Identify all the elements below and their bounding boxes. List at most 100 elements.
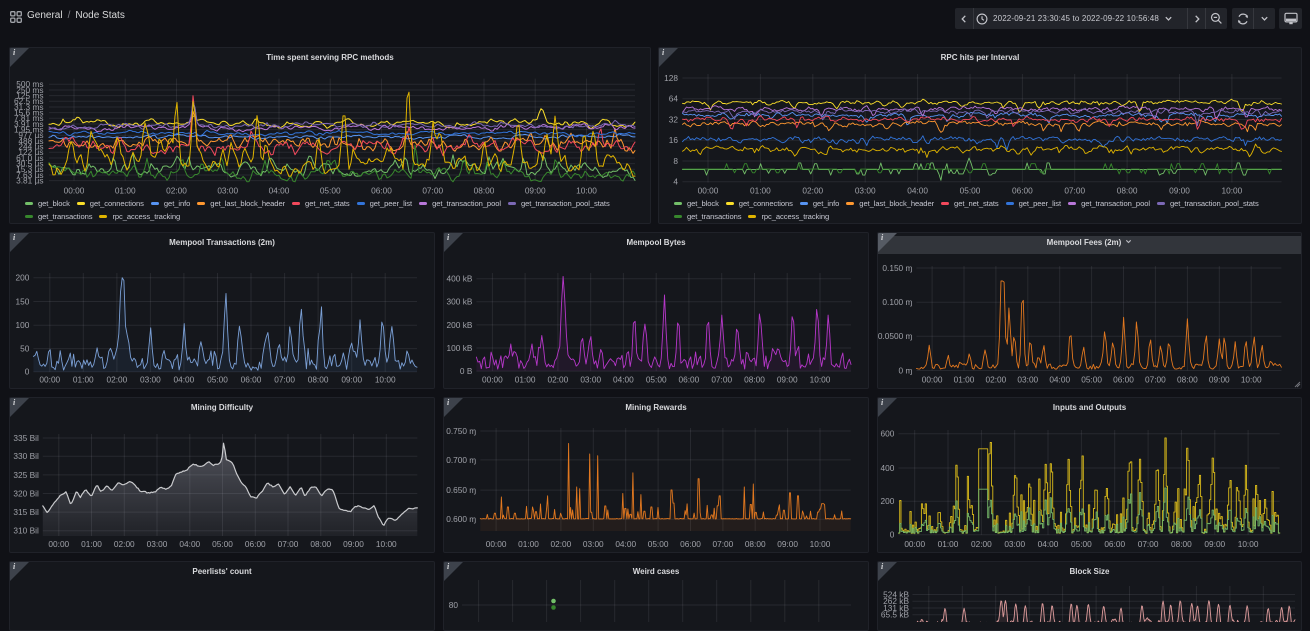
svg-text:10:00: 10:00 [1241,375,1262,385]
svg-text:04:00: 04:00 [269,186,290,196]
svg-text:8: 8 [673,156,678,166]
svg-text:10:00: 10:00 [810,375,831,385]
svg-text:02:00: 02:00 [802,186,823,196]
svg-text:06:00: 06:00 [241,375,262,385]
svg-text:02:00: 02:00 [971,539,992,549]
svg-text:15.3 µs: 15.3 µs [16,164,43,174]
svg-text:320 Bil: 320 Bil [13,488,39,498]
svg-text:02:00: 02:00 [166,186,187,196]
svg-text:00:00: 00:00 [39,375,60,385]
svg-text:00:00: 00:00 [482,375,503,385]
svg-text:06:00: 06:00 [679,375,700,385]
svg-text:200 kB: 200 kB [447,320,473,330]
svg-text:00:00: 00:00 [64,186,85,196]
svg-text:07:00: 07:00 [1145,375,1166,385]
svg-text:30.5 µs: 30.5 µs [16,159,43,169]
svg-text:08:00: 08:00 [1171,539,1192,549]
svg-text:05:00: 05:00 [960,186,981,196]
svg-text:01:00: 01:00 [954,375,975,385]
svg-text:32: 32 [669,114,679,124]
svg-text:03:00: 03:00 [217,186,238,196]
svg-text:325 Bil: 325 Bil [13,470,39,480]
svg-text:05:00: 05:00 [1081,375,1102,385]
svg-text:00:00: 00:00 [698,186,719,196]
svg-text:04:00: 04:00 [1049,375,1070,385]
svg-text:04:00: 04:00 [174,375,195,385]
svg-text:01:00: 01:00 [515,375,536,385]
svg-text:03:00: 03:00 [1004,539,1025,549]
svg-text:09:00: 09:00 [1204,539,1225,549]
svg-text:01:00: 01:00 [115,186,136,196]
svg-text:80: 80 [449,600,459,610]
svg-text:00:00: 00:00 [904,539,925,549]
svg-text:500 ms: 500 ms [16,79,43,89]
svg-text:01:00: 01:00 [518,539,539,549]
svg-text:122 µs: 122 µs [18,147,43,157]
svg-text:125 ms: 125 ms [16,91,43,101]
svg-text:0 B: 0 B [460,366,473,376]
svg-text:04:00: 04:00 [1038,539,1059,549]
svg-text:07:00: 07:00 [711,375,732,385]
svg-text:10:00: 10:00 [810,539,831,549]
svg-text:262 kB: 262 kB [883,596,909,606]
svg-text:0: 0 [25,367,30,377]
svg-text:10:00: 10:00 [375,375,396,385]
svg-text:06:00: 06:00 [371,186,392,196]
svg-text:02:00: 02:00 [551,539,572,549]
svg-text:524 kB: 524 kB [883,589,909,599]
svg-text:244 µs: 244 µs [18,142,43,152]
svg-text:300 kB: 300 kB [447,297,473,307]
svg-text:10:00: 10:00 [376,539,397,549]
svg-text:01:00: 01:00 [81,539,102,549]
svg-text:04:00: 04:00 [613,375,634,385]
svg-text:50: 50 [20,344,30,354]
svg-text:03:00: 03:00 [855,186,876,196]
svg-text:03:00: 03:00 [147,539,168,549]
svg-text:200: 200 [16,273,30,283]
svg-text:128: 128 [664,73,678,83]
svg-text:03:00: 03:00 [580,375,601,385]
svg-text:61.0 µs: 61.0 µs [16,153,43,163]
svg-text:09:00: 09:00 [1209,375,1230,385]
svg-text:00:00: 00:00 [486,539,507,549]
svg-text:05:00: 05:00 [212,539,233,549]
svg-text:04:00: 04:00 [907,186,928,196]
svg-text:16: 16 [669,135,679,145]
svg-text:09:00: 09:00 [341,375,362,385]
svg-text:335 Bil: 335 Bil [13,433,39,443]
svg-text:64: 64 [669,94,679,104]
svg-text:01:00: 01:00 [73,375,94,385]
svg-text:02:00: 02:00 [114,539,135,549]
svg-text:100: 100 [16,320,30,330]
svg-text:62.5 ms: 62.5 ms [14,96,44,106]
svg-text:488 µs: 488 µs [18,136,43,146]
svg-text:06:00: 06:00 [1113,375,1134,385]
svg-text:00:00: 00:00 [922,375,943,385]
svg-text:0.600 ɱ: 0.600 ɱ [446,514,476,524]
svg-text:0.0500 ɱ: 0.0500 ɱ [878,331,912,341]
svg-text:150: 150 [16,296,30,306]
svg-text:100 kB: 100 kB [447,343,473,353]
svg-text:07:00: 07:00 [1138,539,1159,549]
svg-text:0.750 ɱ: 0.750 ɱ [446,426,476,436]
svg-text:00:00: 00:00 [48,539,69,549]
svg-text:3.91 ms: 3.91 ms [14,119,44,129]
svg-text:06:00: 06:00 [245,539,266,549]
svg-text:05:00: 05:00 [320,186,341,196]
svg-text:1.95 ms: 1.95 ms [14,125,44,135]
svg-text:0 ɱ: 0 ɱ [899,365,913,375]
svg-text:315 Bil: 315 Bil [13,507,39,517]
svg-text:200: 200 [881,496,895,506]
svg-text:07:00: 07:00 [274,375,295,385]
svg-text:06:00: 06:00 [1104,539,1125,549]
svg-text:09:00: 09:00 [525,186,546,196]
svg-text:10:00: 10:00 [1222,186,1243,196]
svg-text:65.5 kB: 65.5 kB [881,610,910,620]
svg-text:330 Bil: 330 Bil [13,451,39,461]
svg-text:08:00: 08:00 [308,375,329,385]
svg-text:08:00: 08:00 [310,539,331,549]
svg-text:08:00: 08:00 [1177,375,1198,385]
svg-text:05:00: 05:00 [207,375,228,385]
svg-text:250 ms: 250 ms [16,85,43,95]
svg-text:400 kB: 400 kB [447,274,473,284]
